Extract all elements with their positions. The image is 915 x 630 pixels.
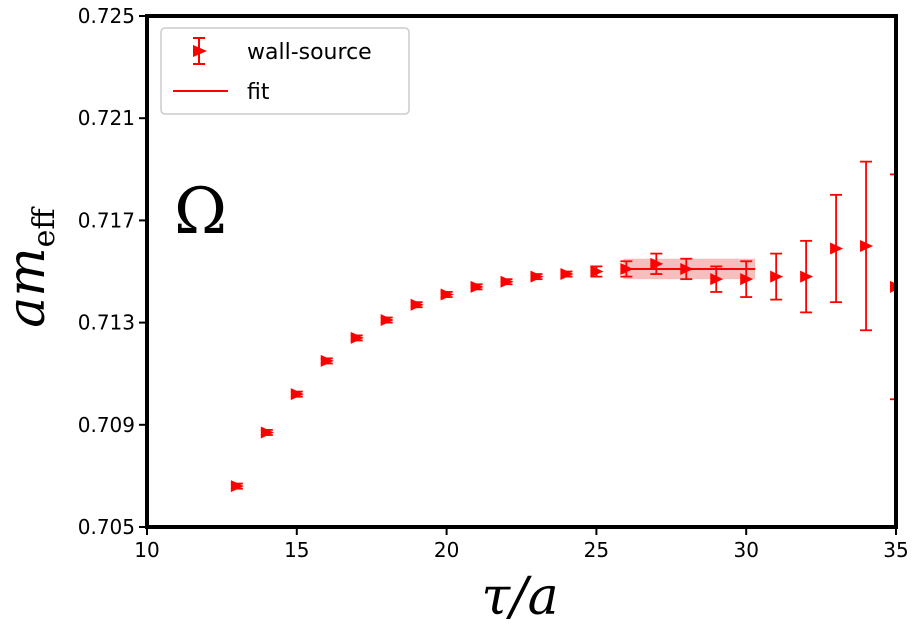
plot-frame [145, 14, 898, 529]
data-point [470, 280, 484, 293]
data-point [290, 388, 304, 401]
y-axis-label: ameff [0, 206, 62, 328]
data-point [740, 273, 754, 286]
data-point [320, 354, 334, 367]
data-point [350, 331, 364, 344]
x-tick-label: 20 [434, 538, 459, 562]
legend-box [160, 27, 410, 115]
x-tick-label: 35 [883, 538, 908, 562]
data-point [500, 275, 514, 288]
data-point [230, 480, 244, 493]
y-axis-label-sub: eff [27, 206, 62, 248]
svg-text:ameff: ameff [0, 206, 62, 328]
x-tick-label: 30 [733, 538, 758, 562]
legend-marker-sample [193, 37, 207, 65]
legend-fit-label: fit [247, 80, 270, 105]
y-tick-label: 0.725 [78, 4, 135, 28]
data-point [590, 265, 604, 278]
x-tick-label: 10 [134, 538, 159, 562]
y-axis-label-main: am [0, 247, 57, 327]
tick-layer: 10 15 20 25 30 35 0.705 0.709 0.713 0.717 0.721 0.7… [78, 4, 909, 562]
data-point [830, 242, 844, 255]
data-point [560, 268, 574, 281]
y-tick-label: 0.717 [78, 208, 135, 232]
data-point [380, 314, 394, 327]
data-point [650, 257, 664, 270]
marker-layer [230, 239, 896, 493]
x-axis-label: τ/a [481, 567, 558, 627]
data-point [710, 273, 724, 286]
data-point [800, 270, 814, 283]
data-point [410, 298, 424, 311]
error-bar-layer [230, 160, 896, 490]
x-tick-label: 25 [584, 538, 609, 562]
data-point [530, 270, 544, 283]
data-point [770, 270, 784, 283]
y-tick-label: 0.709 [78, 413, 135, 437]
data-point [860, 239, 874, 252]
y-tick-label: 0.721 [78, 106, 135, 130]
omega-annotation: Ω [174, 175, 227, 249]
legend: wall-source fit [160, 27, 410, 115]
y-tick-label: 0.705 [78, 515, 135, 539]
legend-series-label: wall-source [247, 40, 372, 65]
data-point [440, 288, 454, 301]
x-tick-label: 15 [284, 538, 309, 562]
y-tick-label: 0.713 [78, 311, 135, 335]
data-point [260, 426, 274, 439]
